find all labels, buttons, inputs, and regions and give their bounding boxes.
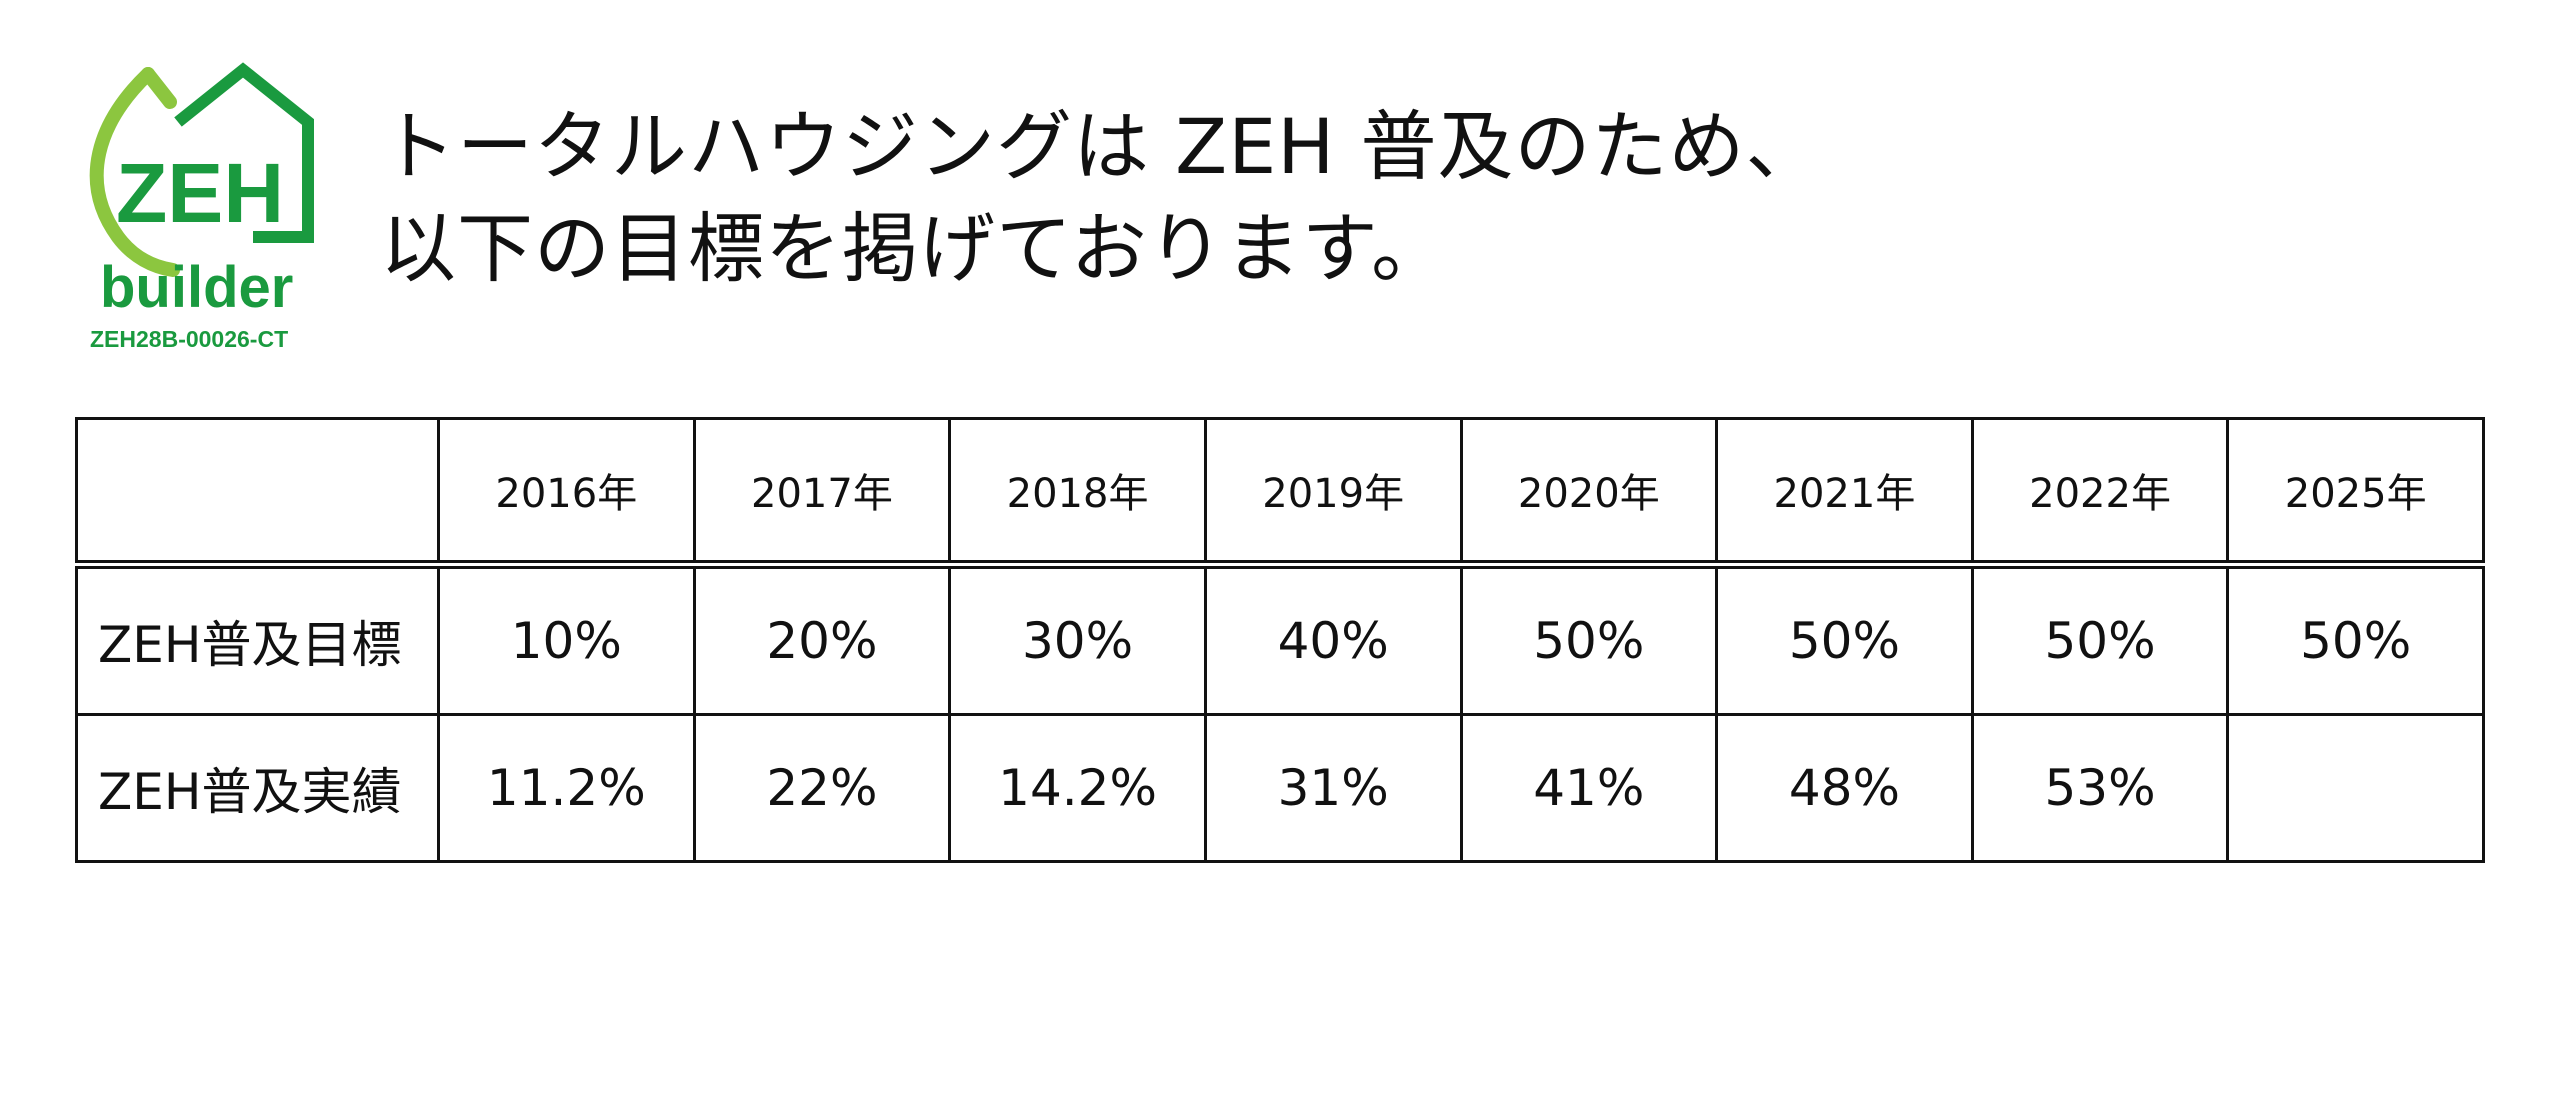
year-header: 2021年 [1715,417,1974,569]
table-cell: 14.2% [948,713,1207,863]
year-header: 2016年 [437,417,696,569]
heading-line-2: 以下の目標を掲げております。 [380,204,1449,293]
logo-sub: builder [100,255,293,320]
table-cell: 20% [692,563,952,716]
table-header-row: 2016年 2017年 2018年 2019年 2020年 2021年 2022… [75,417,2485,569]
zeh-house-icon: ZEH builder [89,62,314,320]
table-cell: 41% [1459,713,1719,863]
page-heading: トータルハウジングは ZEH 普及のため、 以下の目標を掲げております。 [380,96,2380,300]
table-row-target: ZEH普及目標 10% 20% 30% 40% 50% 50% 50% 50% [75,563,2485,716]
logo-wordmark: ZEH [116,146,284,240]
table-cell [2226,713,2485,863]
year-header: 2018年 [948,417,1207,569]
table-cell: 10% [437,563,696,716]
zeh-builder-logo: ZEH builder ZEH28B-00026-CT [78,62,328,362]
year-header: 2025年 [2226,417,2485,569]
year-header: 2020年 [1459,417,1719,569]
table-cell: 50% [1459,563,1719,716]
table-cell: 31% [1203,713,1463,863]
table-cell: 53% [1970,713,2230,863]
table-corner-cell [75,417,440,569]
table-cell: 50% [2226,563,2485,716]
heading-line-1: トータルハウジングは ZEH 普及のため、 [380,102,1823,191]
row-label: ZEH普及目標 [75,563,440,716]
table-cell: 30% [948,563,1207,716]
table-cell: 48% [1715,713,1974,863]
row-label: ZEH普及実績 [75,713,440,863]
year-header: 2019年 [1203,417,1463,569]
table-cell: 50% [1970,563,2230,716]
table-row-actual: ZEH普及実績 11.2% 22% 14.2% 31% 41% 48% 53% [75,713,2485,863]
table-cell: 22% [692,713,952,863]
year-header: 2017年 [692,417,952,569]
table-cell: 11.2% [437,713,696,863]
zeh-target-table: 2016年 2017年 2018年 2019年 2020年 2021年 2022… [75,417,2485,863]
year-header: 2022年 [1970,417,2230,569]
logo-code: ZEH28B-00026-CT [90,326,289,352]
table-cell: 40% [1203,563,1463,716]
table-cell: 50% [1715,563,1974,716]
